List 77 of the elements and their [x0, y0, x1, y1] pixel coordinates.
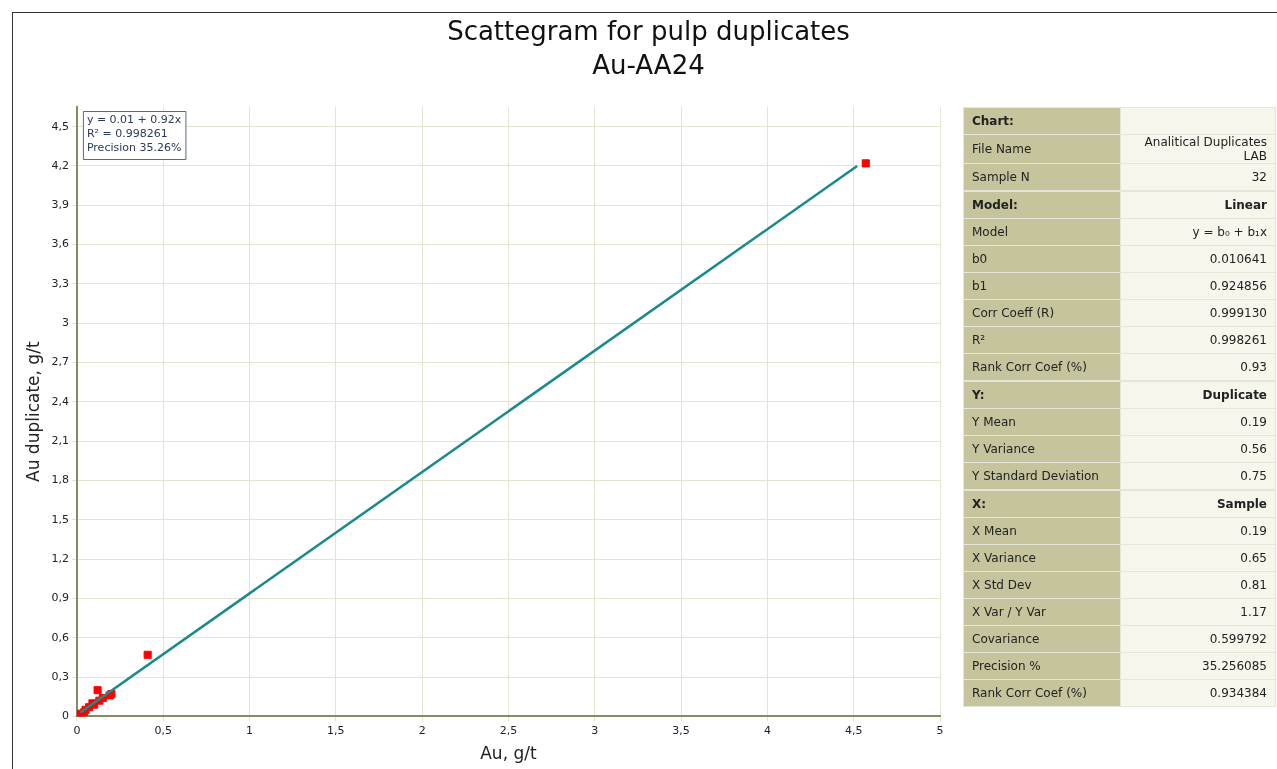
y-tick-label: 1,2	[51, 551, 69, 565]
category-label: File Name	[963, 134, 1121, 164]
y-tick-label: 4,5	[51, 119, 69, 133]
y-tick-label: 4,2	[51, 158, 69, 172]
x-tick-label: 1,5	[327, 723, 345, 737]
chart-subtitle: Au-AA24	[591, 49, 706, 82]
y-tick-label: 3,9	[51, 198, 69, 212]
category-label: b1	[963, 272, 1121, 300]
x-tick-label: 3,5	[672, 723, 690, 737]
y-tick-label: 2,7	[51, 355, 69, 369]
text: Model:	[963, 191, 1121, 219]
category-label: R²	[963, 326, 1121, 354]
text: 0.19	[1240, 415, 1267, 429]
y-tick-label: 0,6	[51, 630, 69, 644]
text: Chart:	[963, 107, 1121, 135]
category-label: X Variance	[963, 544, 1121, 572]
x-tick-label: 4,5	[844, 723, 863, 737]
category-label: Covariance	[963, 625, 1121, 653]
category-label: X Std Dev	[963, 571, 1121, 599]
x-tick-label: 0,5	[154, 723, 172, 737]
text: 32	[1251, 170, 1267, 184]
y-axis-title: Au duplicate, g/t	[22, 341, 43, 482]
text: 0.56	[1240, 442, 1267, 456]
text: Analitical Duplicates LAB	[1144, 135, 1267, 163]
text: Linear	[1120, 191, 1276, 219]
text: y = b₀ + b₁x	[1192, 225, 1267, 239]
x-tick-label: 2	[418, 723, 426, 737]
category-label: X Mean	[963, 517, 1121, 545]
text: X:	[963, 490, 1121, 518]
annotation: R² = 0.998261	[86, 127, 168, 141]
text: 0.599792	[1209, 632, 1267, 646]
category-label: Sample N	[963, 163, 1121, 191]
category-label: Model	[963, 218, 1121, 246]
text: 0.998261	[1209, 333, 1267, 347]
category-label: Y Standard Deviation	[963, 462, 1121, 490]
category-label: Corr Coeff (R)	[963, 299, 1121, 327]
x-axis-title: Au, g/t	[480, 743, 537, 764]
x-tick-label: 0	[73, 723, 81, 737]
y-tick-label: 0,3	[51, 669, 69, 683]
text: 0.924856	[1209, 279, 1267, 293]
x-tick-label: 5	[936, 723, 944, 737]
text: 1.17	[1240, 605, 1267, 619]
text: Sample	[1120, 490, 1276, 518]
text: 0.934384	[1209, 686, 1267, 700]
category-label: b0	[963, 245, 1121, 273]
text: 0.93	[1240, 360, 1267, 374]
category-label: Y Mean	[963, 408, 1121, 436]
x-tick-label: 2,5	[499, 723, 518, 737]
chart-title: Scattegram for pulp duplicates	[446, 15, 851, 48]
y-tick-label: 1,8	[51, 473, 69, 487]
text: 0.19	[1240, 524, 1267, 538]
y-tick-label: 3	[61, 316, 69, 330]
y-tick-label: 0,9	[51, 591, 69, 605]
x-tick-label: 1	[246, 723, 254, 737]
text: 0.65	[1240, 551, 1267, 565]
category-label: X Var / Y Var	[963, 598, 1121, 626]
annotation: y = 0.01 + 0.92x	[86, 113, 182, 127]
text: 0.010641	[1209, 252, 1267, 266]
y-tick-label: 3,6	[51, 237, 69, 251]
y-tick-label: 2,4	[51, 394, 69, 408]
category-label: Precision %	[963, 652, 1121, 680]
annotation: Precision 35.26%	[86, 141, 182, 155]
category-label: Y Variance	[963, 435, 1121, 463]
y-tick-label: 0	[61, 709, 69, 723]
text: Duplicate	[1120, 381, 1276, 409]
text: 35.256085	[1202, 659, 1267, 673]
category-label: Rank Corr Coef (%)	[963, 353, 1121, 381]
text: Y:	[963, 381, 1121, 409]
x-tick-label: 3	[591, 723, 599, 737]
y-tick-label: 3,3	[51, 276, 69, 290]
text: 0.999130	[1209, 306, 1267, 320]
y-tick-label: 1,5	[51, 512, 69, 526]
text: 0.81	[1240, 578, 1267, 592]
x-tick-label: 4	[763, 723, 771, 737]
category-label: Rank Corr Coef (%)	[963, 679, 1121, 707]
y-tick-label: 2,1	[51, 434, 69, 448]
text: 0.75	[1240, 469, 1267, 483]
